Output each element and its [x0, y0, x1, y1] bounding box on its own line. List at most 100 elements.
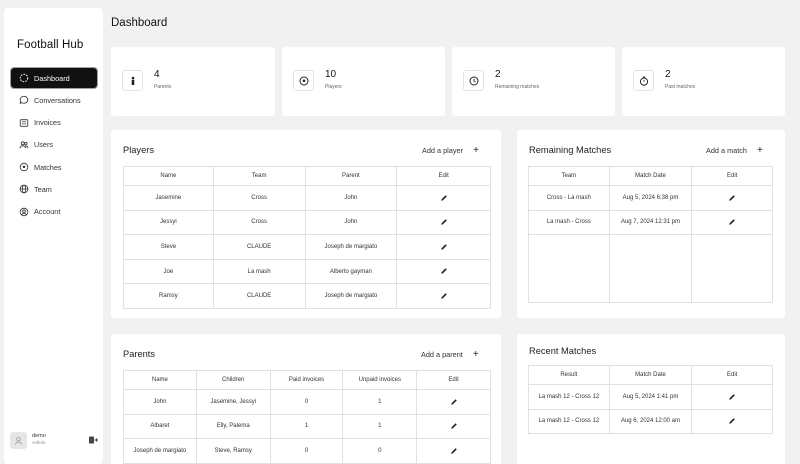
- cell-children: Jasemine, Jessyi: [195, 389, 271, 415]
- cell-unpaid: 1: [342, 413, 418, 440]
- players-card: Players Add a player + Name Team Parent …: [111, 130, 501, 318]
- cell-parent: Joseph de margiato: [304, 234, 398, 260]
- cell-name: Joe: [123, 258, 214, 285]
- stat-card-past-matches: 2 Past matches: [622, 47, 785, 116]
- stat-value: 2: [495, 69, 501, 80]
- cell-result: La mash 12 - Cross 12: [528, 408, 610, 435]
- edit-icon[interactable]: [438, 290, 449, 301]
- cell-edit: [396, 234, 491, 260]
- sidebar-item-users[interactable]: Users: [11, 135, 97, 155]
- table-row-empty: [528, 234, 773, 304]
- edit-icon[interactable]: [448, 421, 459, 432]
- edit-icon[interactable]: [438, 217, 449, 228]
- logout-icon[interactable]: [88, 435, 98, 445]
- edit-icon[interactable]: [727, 416, 738, 427]
- sidebar-item-label: Invoices: [34, 118, 61, 128]
- cell-date: Aug 5, 2024 1:41 pm: [608, 384, 693, 410]
- parents-card: Parents Add a parent + Name Children Pai…: [111, 334, 501, 464]
- users-icon: [18, 139, 29, 150]
- edit-icon[interactable]: [438, 266, 449, 277]
- stat-label: Past matches: [665, 84, 696, 90]
- stat-card-parents: 4 Parents: [111, 47, 275, 116]
- user-role: Admin: [32, 441, 46, 446]
- parents-title: Parents: [123, 349, 156, 359]
- column-header: Name: [123, 370, 197, 390]
- column-header: Edit: [691, 365, 773, 385]
- edit-icon[interactable]: [448, 396, 459, 407]
- edit-icon[interactable]: [727, 391, 738, 402]
- football-icon: [293, 70, 314, 91]
- dashboard-icon: [18, 73, 29, 84]
- edit-icon[interactable]: [727, 192, 738, 203]
- plus-icon: +: [757, 144, 763, 156]
- user-profile[interactable]: demo Admin: [10, 425, 98, 455]
- cell-date: Aug 6, 2024 12:00 am: [608, 408, 693, 435]
- chat-icon: [18, 95, 29, 106]
- cell-edit: [396, 258, 491, 285]
- recent-matches-title: Recent Matches: [529, 346, 597, 356]
- table-row: Albaret Elly, Palema 1 1: [123, 413, 491, 440]
- remaining-matches-title: Remaining Matches: [529, 145, 612, 155]
- table-row: Jasemine Cross John: [123, 185, 491, 211]
- add-match-button[interactable]: Add a match +: [706, 142, 768, 158]
- user-icon: [14, 436, 23, 445]
- column-header: Parent: [304, 166, 398, 186]
- stat-label: Remaining matches: [495, 84, 540, 90]
- sidebar-item-label: Users: [34, 140, 54, 150]
- recent-matches-card: Recent Matches Result Match Date Edit La…: [517, 334, 785, 464]
- globe-icon: [18, 184, 29, 195]
- cell-edit: [691, 209, 773, 236]
- cell-team: La mash - Cross: [528, 209, 610, 236]
- players-table: Name Team Parent Edit Jasemine Cross Joh…: [123, 166, 491, 309]
- cell-team: La mash: [212, 258, 306, 285]
- cell-edit: [691, 185, 773, 211]
- cell-edit: [691, 384, 773, 410]
- cell-team: Cross: [212, 209, 306, 236]
- sidebar-nav: Dashboard Conversations Invoices Users M…: [10, 67, 98, 224]
- sidebar-item-account[interactable]: Account: [11, 202, 97, 222]
- sidebar-item-dashboard[interactable]: Dashboard: [10, 67, 98, 89]
- stat-value: 10: [325, 69, 337, 80]
- sidebar-item-label: Dashboard: [34, 73, 70, 83]
- edit-icon[interactable]: [438, 241, 449, 252]
- sidebar-item-label: Matches: [34, 162, 62, 172]
- add-player-label: Add a player: [422, 145, 463, 155]
- cell-edit: [691, 408, 773, 435]
- stat-value: 2: [665, 69, 671, 80]
- user-name: demo: [32, 433, 46, 439]
- stopwatch-icon: [633, 70, 654, 91]
- table-row: La mash 12 - Cross 12 Aug 5, 2024 1:41 p…: [528, 384, 773, 410]
- cell-name: Jessyi: [123, 209, 214, 236]
- sidebar-item-invoices[interactable]: Invoices: [11, 113, 97, 133]
- add-parent-button[interactable]: Add a parent +: [421, 346, 484, 362]
- cell-edit: [396, 283, 491, 309]
- cell-name: Albaret: [123, 413, 197, 440]
- edit-icon[interactable]: [727, 217, 738, 228]
- table-row: La mash - Cross Aug 7, 2024 12:31 pm: [528, 209, 773, 236]
- sidebar-item-matches[interactable]: Matches: [11, 157, 97, 177]
- table-row: Jessyi Cross John: [123, 209, 491, 236]
- stat-label: Parents: [154, 84, 172, 90]
- column-header: Edit: [691, 166, 773, 186]
- cell-edit: [416, 413, 491, 440]
- sidebar-item-conversations[interactable]: Conversations: [11, 90, 97, 110]
- column-header: Match Date: [608, 365, 693, 385]
- cell-date: Aug 5, 2024 6:38 pm: [608, 185, 693, 211]
- cell-team: Cross: [212, 185, 306, 211]
- football-icon: [18, 162, 29, 173]
- invoice-icon: [18, 117, 29, 128]
- cell-unpaid: 0: [342, 438, 418, 464]
- players-title: Players: [123, 145, 155, 155]
- cell-name: John: [123, 389, 197, 415]
- cell-edit: [416, 438, 491, 464]
- add-player-button[interactable]: Add a player +: [422, 142, 484, 158]
- edit-icon[interactable]: [448, 445, 459, 456]
- empty-cell: [528, 234, 610, 304]
- stat-card-players: 10 Players: [282, 47, 445, 116]
- person-icon: [122, 70, 143, 91]
- sidebar-item-team[interactable]: Team: [11, 179, 97, 199]
- cell-edit: [396, 185, 491, 211]
- cell-name: Jasemine: [123, 185, 214, 211]
- edit-icon[interactable]: [438, 192, 449, 203]
- cell-parent: John: [304, 209, 398, 236]
